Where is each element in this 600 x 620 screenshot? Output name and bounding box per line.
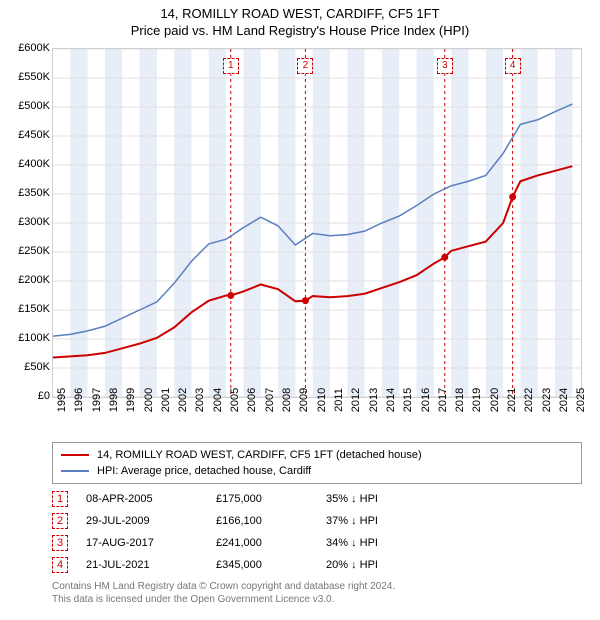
sale-index: 2	[52, 513, 68, 529]
sale-price: £241,000	[216, 537, 326, 549]
x-tick-label: 2014	[385, 388, 397, 412]
y-tick-label: £150K	[18, 303, 50, 315]
x-tick-label: 2020	[489, 388, 501, 412]
sale-row: 4 21-JUL-2021£345,00020% ↓ HPI	[52, 554, 582, 576]
x-tick-label: 2003	[194, 388, 206, 412]
x-tick-label: 2021	[506, 388, 518, 412]
y-tick-label: £200K	[18, 274, 50, 286]
sale-date: 08-APR-2005	[86, 493, 216, 505]
sale-index: 4	[52, 557, 68, 573]
x-tick-label: 2007	[264, 388, 276, 412]
sale-diff: 20% ↓ HPI	[326, 559, 426, 571]
x-tick-label: 2010	[316, 388, 328, 412]
x-tick-label: 1996	[73, 388, 85, 412]
legend: 14, ROMILLY ROAD WEST, CARDIFF, CF5 1FT …	[52, 442, 582, 484]
x-tick-label: 2025	[575, 388, 587, 412]
sale-marker-3: 3	[437, 58, 453, 74]
x-tick-label: 2015	[402, 388, 414, 412]
x-tick-label: 2024	[558, 388, 570, 412]
chart-svg	[53, 49, 581, 397]
footer: Contains HM Land Registry data © Crown c…	[52, 580, 395, 606]
title-line2: Price paid vs. HM Land Registry's House …	[0, 23, 600, 38]
footer-line1: Contains HM Land Registry data © Crown c…	[52, 580, 395, 593]
x-tick-label: 2000	[143, 388, 155, 412]
sale-marker-1: 1	[223, 58, 239, 74]
title-line1: 14, ROMILLY ROAD WEST, CARDIFF, CF5 1FT	[0, 6, 600, 21]
sale-price: £345,000	[216, 559, 326, 571]
legend-swatch	[61, 470, 89, 472]
sale-diff: 37% ↓ HPI	[326, 515, 426, 527]
legend-item: 14, ROMILLY ROAD WEST, CARDIFF, CF5 1FT …	[61, 447, 573, 463]
sale-marker-2: 2	[297, 58, 313, 74]
sales-table: 1 08-APR-2005£175,00035% ↓ HPI 2 29-JUL-200…	[52, 488, 582, 576]
y-tick-label: £350K	[18, 187, 50, 199]
legend-label: HPI: Average price, detached house, Card…	[97, 465, 311, 477]
sale-diff: 35% ↓ HPI	[326, 493, 426, 505]
x-tick-label: 2002	[177, 388, 189, 412]
x-tick-label: 2005	[229, 388, 241, 412]
y-tick-label: £0	[38, 390, 50, 402]
sale-date: 29-JUL-2009	[86, 515, 216, 527]
y-tick-label: £100K	[18, 332, 50, 344]
x-tick-label: 2022	[523, 388, 535, 412]
legend-label: 14, ROMILLY ROAD WEST, CARDIFF, CF5 1FT …	[97, 449, 422, 461]
sale-diff: 34% ↓ HPI	[326, 537, 426, 549]
sale-row: 1 08-APR-2005£175,00035% ↓ HPI	[52, 488, 582, 510]
sale-index: 1	[52, 491, 68, 507]
sale-marker-4: 4	[505, 58, 521, 74]
sale-price: £166,100	[216, 515, 326, 527]
chart-plot-area	[52, 48, 582, 398]
x-tick-label: 1997	[91, 388, 103, 412]
x-tick-label: 2004	[212, 388, 224, 412]
footer-line2: This data is licensed under the Open Gov…	[52, 593, 395, 606]
sale-index: 3	[52, 535, 68, 551]
x-tick-label: 2013	[368, 388, 380, 412]
y-tick-label: £500K	[18, 100, 50, 112]
y-tick-label: £250K	[18, 245, 50, 257]
x-tick-label: 2008	[281, 388, 293, 412]
x-tick-label: 2009	[298, 388, 310, 412]
y-tick-label: £50K	[24, 361, 50, 373]
x-tick-label: 1999	[125, 388, 137, 412]
sale-row: 3 17-AUG-2017£241,00034% ↓ HPI	[52, 532, 582, 554]
legend-swatch	[61, 454, 89, 456]
x-tick-label: 1995	[56, 388, 68, 412]
x-tick-label: 2018	[454, 388, 466, 412]
sale-price: £175,000	[216, 493, 326, 505]
y-tick-label: £300K	[18, 216, 50, 228]
x-tick-label: 2001	[160, 388, 172, 412]
x-tick-label: 1998	[108, 388, 120, 412]
y-tick-label: £600K	[18, 42, 50, 54]
sale-date: 21-JUL-2021	[86, 559, 216, 571]
sale-date: 17-AUG-2017	[86, 537, 216, 549]
y-tick-label: £400K	[18, 158, 50, 170]
x-tick-label: 2017	[437, 388, 449, 412]
x-tick-label: 2019	[471, 388, 483, 412]
y-tick-label: £550K	[18, 71, 50, 83]
x-tick-label: 2023	[541, 388, 553, 412]
x-tick-label: 2016	[420, 388, 432, 412]
x-tick-label: 2006	[246, 388, 258, 412]
legend-item: HPI: Average price, detached house, Card…	[61, 463, 573, 479]
x-tick-label: 2012	[350, 388, 362, 412]
sale-row: 2 29-JUL-2009£166,10037% ↓ HPI	[52, 510, 582, 532]
x-tick-label: 2011	[333, 388, 345, 412]
y-tick-label: £450K	[18, 129, 50, 141]
